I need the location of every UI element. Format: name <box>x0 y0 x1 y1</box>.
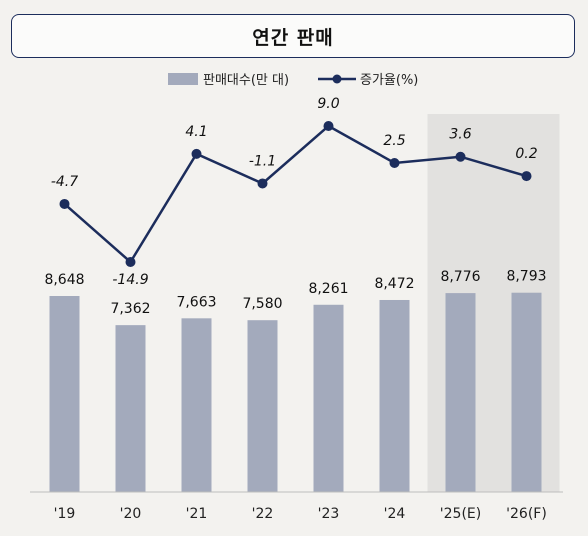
growth-rate-label-6: 3.6 <box>449 127 471 143</box>
chart-title-box: 연간 판매 <box>11 14 575 58</box>
growth-rate-point-1 <box>125 257 136 267</box>
legend: 판매대수(만 대) 증가율(%) <box>168 73 418 88</box>
growth-rate-label-3: -1.1 <box>249 153 276 169</box>
bar-value-label-6: 8,776 <box>440 269 480 285</box>
chart-title: 연간 판매 <box>252 26 334 49</box>
bar-value-label-7: 8,793 <box>506 269 546 285</box>
growth-rate-label-4: 9.0 <box>317 96 339 112</box>
line-layer: -4.7 -14.9 4.1 -1.1 9.0 2.5 3.6 0.2 <box>51 96 538 288</box>
growth-rate-point-4 <box>323 121 334 131</box>
legend-bar-swatch <box>168 73 198 85</box>
bar-value-label-1: 7,362 <box>110 301 150 317</box>
bar-layer: 8,648 7,362 7,663 7,580 8,261 8,472 8,776 8,793 <box>44 269 547 492</box>
growth-rate-line <box>63 124 527 264</box>
legend-line-label: 증가율(%) <box>360 73 418 88</box>
x-tick-label-6: '25(E) <box>440 506 481 522</box>
legend-bar-label: 판매대수(만 대) <box>203 73 289 88</box>
bar-5 <box>379 299 410 492</box>
growth-rate-point-7 <box>521 171 532 182</box>
bar-0 <box>49 296 80 492</box>
bar-4 <box>313 304 344 492</box>
x-tick-label-2: '21 <box>186 506 208 522</box>
bar-value-label-3: 7,580 <box>242 296 282 312</box>
growth-rate-point-3 <box>257 178 268 189</box>
bar-value-label-2: 7,663 <box>176 294 216 310</box>
bar-2 <box>181 318 212 492</box>
growth-rate-label-2: 4.1 <box>185 124 207 140</box>
bar-7 <box>511 292 542 492</box>
x-tick-label-5: '24 <box>384 506 406 522</box>
bar-1 <box>115 325 146 492</box>
x-tick-label-0: '19 <box>54 506 76 522</box>
bar-3 <box>247 320 278 492</box>
x-tick-label-4: '23 <box>318 506 340 522</box>
x-tick-label-1: '20 <box>120 506 142 522</box>
growth-rate-label-7: 0.2 <box>515 146 537 162</box>
growth-rate-point-5 <box>389 157 400 168</box>
bar-value-label-4: 8,261 <box>308 281 348 297</box>
bar-6 <box>445 293 476 492</box>
growth-rate-point-6 <box>455 151 466 162</box>
growth-rate-label-5: 2.5 <box>383 133 405 149</box>
x-tick-label-3: '22 <box>252 506 274 522</box>
tick-layer: '19 '20 '21 '22 '23 '24 '25(E) '26(F) <box>54 506 547 522</box>
growth-rate-point-0 <box>59 198 70 209</box>
bar-value-label-5: 8,472 <box>374 276 414 292</box>
growth-rate-label-0: -4.7 <box>51 174 78 190</box>
x-tick-label-7: '26(F) <box>506 506 547 522</box>
bar-value-label-0: 8,648 <box>44 272 84 288</box>
growth-rate-point-2 <box>191 148 202 159</box>
legend-line-marker <box>332 74 342 84</box>
growth-rate-label-1: -14.9 <box>112 272 148 288</box>
